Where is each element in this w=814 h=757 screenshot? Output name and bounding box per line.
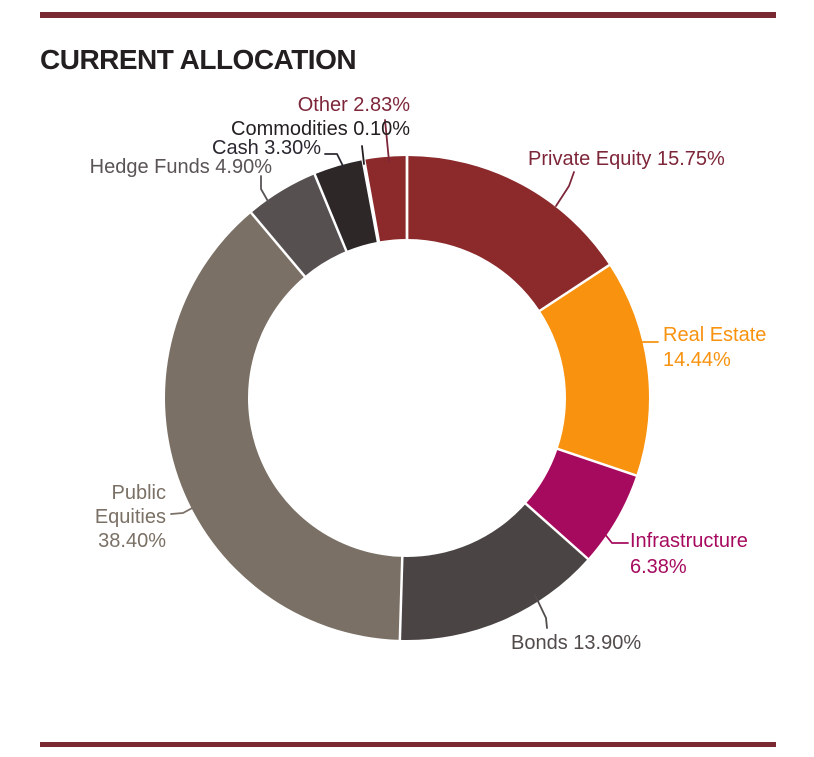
leader-commodities bbox=[361, 145, 365, 165]
label-infrastructure: Infrastructure 6.38% bbox=[630, 528, 748, 580]
label-text: 38.40% bbox=[98, 530, 166, 552]
slice-divider bbox=[249, 211, 307, 278]
slice-divider bbox=[524, 502, 590, 561]
label-text: Private Equity 15.75% bbox=[528, 148, 725, 170]
label-text: Commodities 0.10% bbox=[231, 118, 410, 140]
label-text: 14.44% bbox=[663, 349, 731, 371]
label-cash: Cash 3.30% bbox=[151, 136, 321, 160]
top-rule bbox=[40, 12, 776, 18]
label-text: Other 2.83% bbox=[297, 94, 410, 116]
label-private-equity: Private Equity 15.75% bbox=[528, 147, 725, 171]
label-text: Real Estate bbox=[663, 324, 767, 346]
label-text: Hedge Funds 4.90% bbox=[89, 156, 272, 178]
slice-divider bbox=[538, 263, 611, 313]
label-text: 6.38% bbox=[630, 556, 687, 578]
label-other: Other 2.83% bbox=[240, 93, 410, 117]
slice-divider bbox=[556, 447, 638, 478]
label-real-estate: Real Estate 14.44% bbox=[663, 323, 766, 373]
label-text: Public bbox=[111, 482, 166, 504]
leader-public-equities bbox=[170, 505, 197, 515]
slice-divider bbox=[398, 555, 404, 641]
label-text: Cash 3.30% bbox=[212, 137, 321, 159]
slice-hedge-funds bbox=[251, 174, 347, 277]
slice-divider bbox=[313, 172, 348, 253]
bottom-rule bbox=[40, 742, 776, 747]
label-commodities: Commodities 0.10% bbox=[180, 117, 410, 141]
slice-private-equity bbox=[407, 156, 610, 311]
slice-cash bbox=[314, 160, 378, 252]
slice-bonds bbox=[399, 503, 588, 640]
slice-other bbox=[364, 156, 407, 242]
leader-private-equity bbox=[555, 171, 575, 207]
leader-lines bbox=[170, 119, 659, 629]
leader-infrastructure bbox=[603, 532, 629, 544]
leader-other bbox=[384, 119, 390, 162]
label-text: Infrastructure bbox=[630, 530, 748, 552]
label-text: Equities bbox=[94, 506, 166, 528]
slice-infrastructure bbox=[525, 448, 637, 559]
leader-cash bbox=[324, 153, 345, 169]
label-text: Bonds 13.90% bbox=[511, 632, 642, 654]
label-bonds: Bonds 13.90% bbox=[511, 631, 641, 655]
donut-dividers bbox=[249, 155, 638, 641]
page-title: CURRENT ALLOCATION bbox=[40, 44, 357, 75]
slice-real-estate bbox=[539, 265, 650, 476]
slice-public-equities bbox=[165, 212, 403, 640]
leader-bonds bbox=[534, 594, 548, 629]
label-public-equities: Public Equities 38.40% bbox=[30, 481, 166, 553]
leader-hedge-funds bbox=[260, 175, 270, 204]
slice-divider bbox=[362, 158, 381, 243]
label-hedge-funds: Hedge Funds 4.90% bbox=[82, 155, 272, 179]
